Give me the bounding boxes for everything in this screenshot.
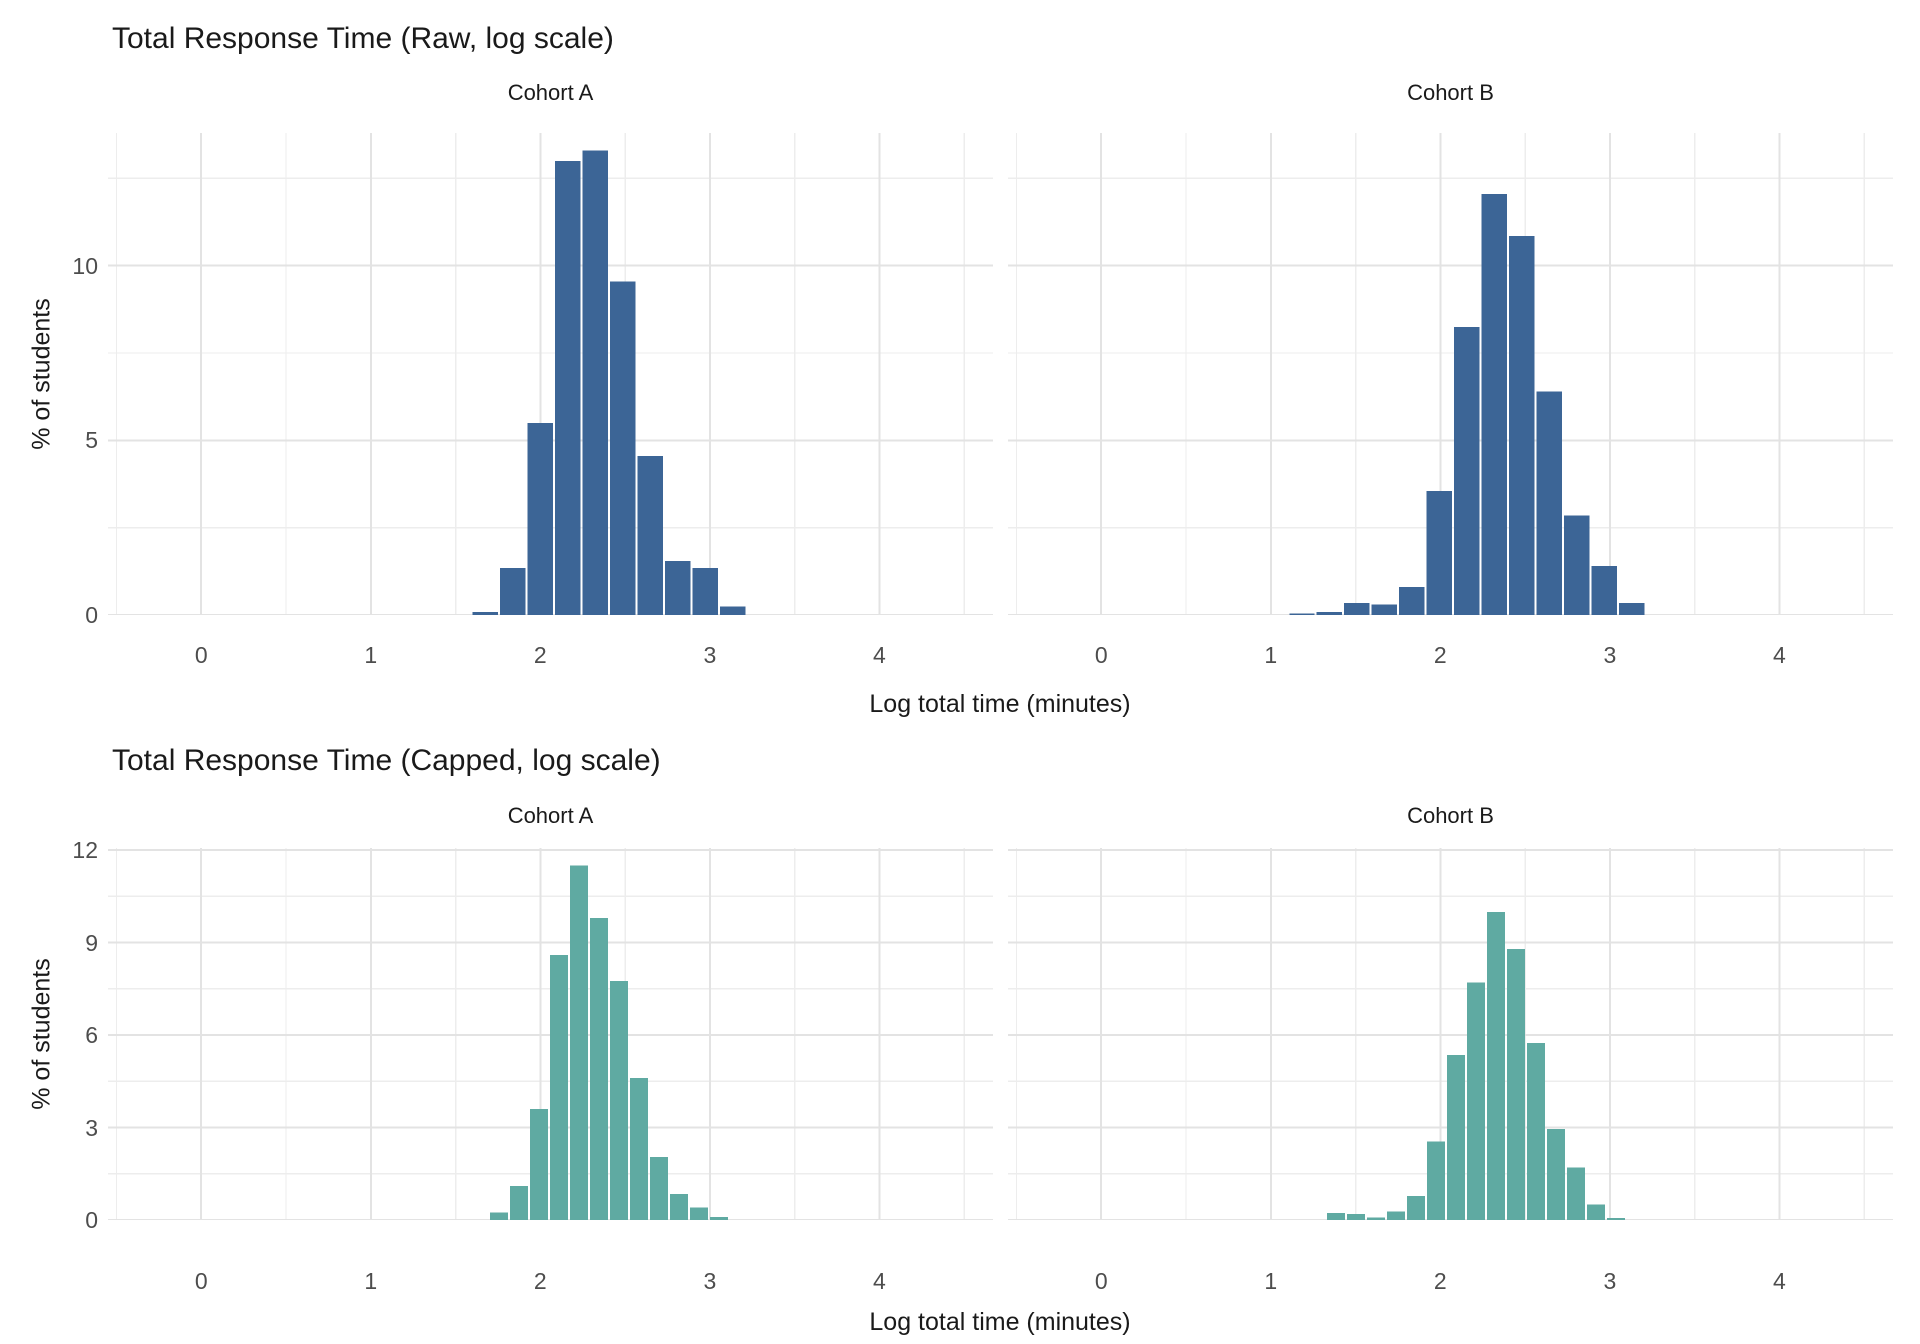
histogram-bar: [1371, 604, 1398, 615]
x-tick-label: 2: [533, 642, 547, 668]
y-tick-label: 5: [85, 427, 98, 454]
x-tick-label: 4: [873, 1268, 886, 1294]
x-tick-label: 0: [1094, 642, 1108, 668]
x-tick-label: 2: [1433, 642, 1447, 668]
histogram-bar: [664, 560, 691, 615]
histogram-bar: [555, 160, 581, 615]
histogram-bar: [1399, 587, 1425, 615]
histogram-bar: [670, 1193, 689, 1220]
histogram-bar: [510, 1186, 529, 1220]
histogram-bar: [1566, 1167, 1585, 1220]
histogram-bar: [550, 954, 569, 1220]
x-tick-label: 0: [1094, 1268, 1108, 1294]
y-tick-label: 3: [85, 1114, 98, 1141]
histogram-bar: [1454, 326, 1480, 615]
histogram-bar: [1386, 1211, 1405, 1220]
histogram-bar: [1591, 566, 1617, 615]
histogram-bar: [650, 1156, 669, 1220]
histogram-bar: [472, 612, 499, 615]
x-axis-title-raw: Log total time (minutes): [869, 690, 1131, 718]
histogram-bar: [1506, 948, 1525, 1220]
x-tick-label: 3: [703, 1268, 717, 1294]
x-tick-label: 2: [533, 1268, 547, 1294]
histogram-bar: [1508, 236, 1535, 615]
y-tick-label: 0: [85, 602, 98, 628]
histogram-bar: [1481, 194, 1507, 615]
x-tick-label: 1: [364, 1268, 378, 1294]
histogram-bar: [1618, 602, 1645, 615]
x-tick-label: 2: [1433, 1268, 1447, 1294]
histogram-bar: [527, 422, 554, 615]
histogram-bar: [1563, 515, 1590, 615]
histogram-bar: [630, 1078, 649, 1220]
histogram-bar: [490, 1212, 509, 1220]
histogram-bar: [1536, 391, 1562, 615]
y-tick-label: 9: [85, 929, 98, 956]
histogram-bar: [500, 567, 526, 615]
panel-raw-cohort-b: [1008, 133, 1893, 615]
facet-strip-raw-cohort-a: Cohort A: [507, 80, 594, 105]
x-tick-label: 3: [703, 642, 717, 668]
y-tick-label: 0: [85, 1207, 98, 1233]
x-tick-label: 3: [1603, 1268, 1617, 1294]
histogram-bar: [1526, 1042, 1545, 1220]
histogram-bar: [1426, 491, 1453, 615]
histogram-bar: [1326, 1213, 1345, 1220]
histogram-bar: [1546, 1129, 1565, 1220]
histogram-bar: [530, 1109, 549, 1220]
panel-raw-cohort-a: [108, 133, 993, 615]
x-tick-label: 4: [873, 642, 886, 668]
histogram-bar: [1586, 1204, 1605, 1220]
histogram-bar: [1316, 612, 1343, 615]
facet-strip-capped-cohort-a: Cohort A: [507, 803, 594, 828]
histogram-bar: [1289, 613, 1315, 615]
histogram-bar: [710, 1216, 729, 1220]
histogram-bar: [719, 606, 746, 615]
histogram-bar: [1466, 982, 1485, 1220]
histogram-bar: [1426, 1141, 1445, 1220]
x-tick-label: 1: [1264, 1268, 1278, 1294]
histogram-bar: [582, 150, 608, 615]
panel-capped-cohort-a: [108, 848, 993, 1220]
x-tick-label: 3: [1603, 642, 1617, 668]
chart-title-raw: Total Response Time (Raw, log scale): [112, 22, 614, 55]
histogram-bar: [609, 281, 636, 615]
y-tick-label: 6: [85, 1022, 98, 1049]
histogram-bar: [1406, 1195, 1425, 1220]
x-tick-label: 1: [364, 642, 378, 668]
x-tick-label: 1: [1264, 642, 1278, 668]
x-tick-label: 0: [194, 642, 208, 668]
histogram-bar: [637, 456, 663, 615]
panel-capped-cohort-b: [1008, 848, 1893, 1220]
histogram-bar: [1366, 1217, 1385, 1220]
facet-strip-capped-cohort-b: Cohort B: [1407, 803, 1494, 828]
histogram-bar: [1346, 1213, 1365, 1220]
y-tick-label: 12: [72, 837, 98, 864]
chart-title-capped: Total Response Time (Capped, log scale): [112, 744, 661, 777]
x-axis-title-capped: Log total time (minutes): [869, 1308, 1131, 1336]
x-tick-label: 4: [1773, 642, 1786, 668]
y-tick-label: 10: [72, 252, 98, 279]
facet-strip-raw-cohort-b: Cohort B: [1407, 80, 1494, 105]
x-tick-label: 0: [194, 1268, 208, 1294]
histogram-bar: [690, 1207, 709, 1220]
histogram-bar: [1486, 911, 1505, 1220]
histogram-bar: [1344, 602, 1370, 615]
histogram-bar: [610, 981, 629, 1220]
histogram-bar: [1446, 1055, 1465, 1220]
histogram-bar: [570, 865, 589, 1220]
histogram-bar: [692, 567, 718, 615]
histogram-bar: [590, 917, 609, 1220]
histogram-bar: [1606, 1218, 1625, 1220]
x-tick-label: 4: [1773, 1268, 1786, 1294]
